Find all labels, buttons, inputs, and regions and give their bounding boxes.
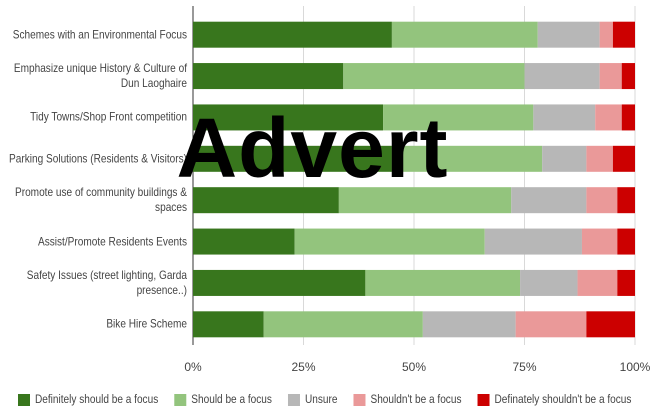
bar-segment	[581, 228, 618, 255]
legend-label: Unsure	[305, 393, 337, 406]
y-tick-label: Schemes with an Environmental Focus	[12, 27, 188, 42]
legend-swatch	[174, 394, 187, 406]
bar-segment	[617, 269, 635, 296]
y-tick-label: Bike Hire Scheme	[106, 316, 187, 331]
bar-segment	[511, 187, 587, 214]
bar-segment	[193, 63, 344, 90]
bar-segment	[542, 145, 587, 172]
bar-segment	[193, 187, 339, 214]
bar-segment	[338, 187, 512, 214]
bar-segment	[193, 311, 264, 338]
legend-swatch	[18, 394, 30, 406]
bar-segment	[193, 145, 392, 172]
bar-segment	[599, 63, 622, 90]
bar-segment	[391, 145, 543, 172]
bar-segment	[193, 104, 384, 131]
bar-segment	[515, 311, 587, 338]
y-tick-label: Safety Issues (street lighting, Garda pr…	[26, 267, 188, 297]
bar-segment	[365, 269, 521, 296]
bar-segment	[422, 311, 516, 338]
legend-label: Should be a focus	[191, 393, 272, 406]
x-tick-label: 0%	[184, 360, 202, 374]
bar-segment	[617, 187, 635, 214]
x-tick-label: 25%	[291, 360, 315, 374]
bar-segment	[383, 104, 534, 131]
bar-segment	[193, 228, 295, 255]
legend-swatch	[287, 394, 300, 406]
legend-swatch	[477, 394, 490, 406]
bar-segment	[193, 21, 392, 48]
bar-segment	[621, 63, 635, 90]
bar-segment	[533, 104, 596, 131]
bar-segment	[294, 228, 485, 255]
y-tick-label: Tidy Towns/Shop Front competition	[30, 109, 188, 124]
bar-segment	[595, 104, 622, 131]
bar-segment	[524, 63, 600, 90]
bar-segment	[599, 21, 613, 48]
legend-label: Definitely should be a focus	[35, 393, 159, 406]
legend-swatch	[353, 394, 366, 406]
legend-label: Shouldn't be a focus	[370, 393, 461, 406]
bar-segment	[391, 21, 538, 48]
y-tick-label: Parking Solutions (Residents & Visitors)	[9, 151, 187, 166]
bar-segment	[520, 269, 578, 296]
bar-segment	[343, 63, 525, 90]
bar-segment	[621, 104, 635, 131]
y-tick-label: Emphasize unique History & Culture of Du…	[13, 61, 187, 91]
bar-segment	[484, 228, 582, 255]
bar-segment	[586, 145, 613, 172]
bar-segment	[193, 269, 366, 296]
x-tick-label: 100%	[620, 360, 651, 374]
bar-segment	[537, 21, 600, 48]
x-tick-label: 75%	[512, 360, 536, 374]
x-tick-label: 50%	[402, 360, 426, 374]
legend-label: Definately shouldn't be a focus	[495, 393, 632, 406]
bar-segment	[612, 21, 635, 48]
bar-segment	[586, 311, 635, 338]
bar-segment	[577, 269, 618, 296]
bar-segment	[263, 311, 423, 338]
y-tick-label: Promote use of community buildings & spa…	[14, 185, 187, 215]
bar-segment	[612, 145, 635, 172]
bar-segment	[586, 187, 618, 214]
advert-overlay: Advert	[176, 101, 449, 195]
bar-segment	[617, 228, 635, 255]
y-tick-label: Assist/Promote Residents Events	[37, 234, 187, 249]
